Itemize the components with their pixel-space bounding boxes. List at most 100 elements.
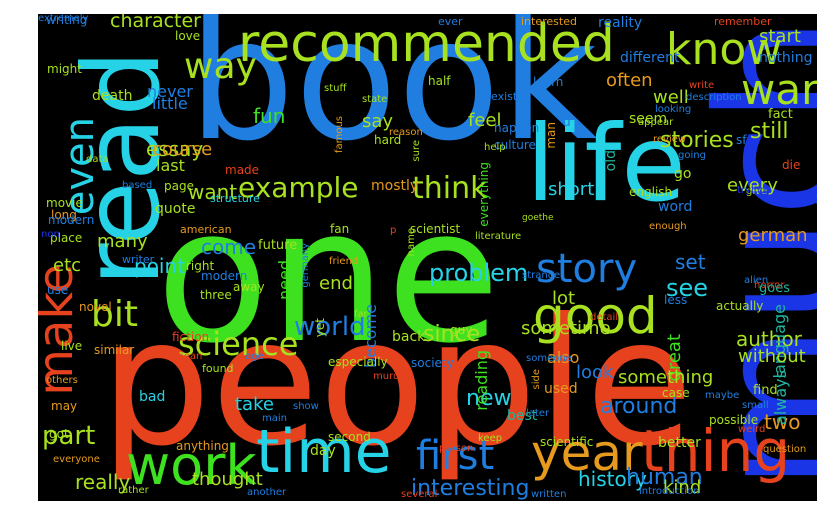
word-war: war (741, 65, 817, 114)
word-reason: reason (389, 127, 423, 138)
word-problem: problem (429, 259, 529, 287)
word-exist: exist (491, 90, 518, 103)
word-alien: alien (744, 275, 769, 286)
word-found: found (202, 362, 234, 375)
word-bit: bit (91, 294, 138, 335)
word-also: also (547, 348, 580, 367)
word-famous: famous (334, 116, 345, 154)
word-need: need (275, 260, 294, 300)
word-small: small (742, 400, 769, 411)
word-data: data (86, 154, 109, 165)
word-literature: literature (475, 231, 522, 242)
word-man: man (544, 122, 558, 149)
word-similar: similar (94, 343, 135, 357)
word-review: review (653, 134, 687, 145)
word-thing: thing (641, 417, 791, 485)
word-society: society (411, 356, 454, 370)
word-german: german (738, 225, 808, 246)
word-story: story (536, 246, 638, 292)
word-mostly: mostly (371, 178, 419, 194)
word-based: based (122, 180, 153, 191)
word-extremely: extremely (38, 14, 89, 24)
word-english: english (629, 185, 673, 199)
word-case: case (662, 386, 690, 400)
word-right: right (186, 259, 215, 273)
word-several: several (401, 489, 438, 500)
word-people: people (100, 282, 694, 485)
word-part: part (42, 421, 96, 451)
word-world: world (294, 312, 366, 342)
word-structure: structure (210, 192, 260, 205)
word-author: author (736, 327, 802, 351)
word-going: going (678, 150, 706, 161)
word-thought: thought (192, 469, 263, 490)
word-help: help (484, 142, 506, 153)
word-rather: rather (118, 485, 149, 496)
word-day: day (310, 443, 336, 459)
word-show: show (293, 401, 319, 412)
word-ever: ever (438, 15, 463, 28)
word-u: u (562, 114, 571, 130)
word-writer: writer (122, 253, 155, 266)
word-give: give (746, 186, 768, 197)
word-little: little (152, 94, 188, 113)
word-recommended: recommended (238, 14, 615, 74)
word-might: might (47, 62, 82, 76)
word-really: really (75, 470, 131, 494)
word-p: p (390, 225, 397, 236)
word-maybe: maybe (705, 390, 740, 401)
word-quote: quote (155, 201, 196, 217)
word-idea: idea (815, 179, 817, 205)
word-nothing: nothing (759, 50, 813, 66)
word-take: take (235, 394, 274, 415)
word-course: course (152, 139, 213, 160)
word-got: got (49, 427, 69, 441)
word-remember: remember (714, 15, 772, 28)
word-many: many (97, 231, 148, 252)
word-fan: fan (330, 222, 350, 236)
word-germany: germany (300, 243, 311, 288)
word-word: word (658, 199, 693, 215)
word-first: first (416, 433, 495, 479)
word-murder: murder (373, 371, 410, 382)
word-half: half (428, 74, 451, 88)
word-year: year (531, 424, 643, 482)
word-new: new (466, 386, 512, 411)
word-death: death (92, 88, 133, 104)
word-age: age (245, 351, 264, 362)
word-modern: modern (48, 213, 95, 227)
word-person: person (439, 443, 474, 454)
word-happen: happen (494, 121, 540, 135)
word-anything: anything (176, 439, 229, 453)
word-find: find (753, 383, 778, 398)
word-without: without (738, 346, 806, 367)
word-go: go (674, 166, 692, 182)
word-strange: strange (522, 270, 561, 281)
word-possible: possible (709, 413, 759, 427)
word-guy: guy (450, 323, 473, 337)
word-something: something (618, 367, 714, 388)
word-think: think (412, 171, 488, 206)
word-written: written (531, 489, 567, 500)
word-look: look (576, 362, 614, 383)
word-weird: weird (738, 424, 766, 435)
word-bad: bad (139, 389, 166, 405)
word-sometime: sometime (521, 318, 611, 339)
word-hard: hard (374, 133, 402, 147)
word-less: less (664, 293, 688, 307)
word-away: away (233, 280, 265, 294)
word-still: still (750, 119, 789, 144)
word-mean: mean (174, 351, 203, 362)
word-history: history (578, 467, 647, 491)
word-see: see (666, 274, 709, 302)
word-novel: novel (79, 300, 112, 314)
word-seem: seem (629, 111, 668, 127)
word-cloud: book one people much read life recommended time… (38, 14, 817, 501)
word-looking: looking (655, 104, 692, 115)
word-introduction: introduction (639, 486, 700, 497)
word-writing: writing (46, 14, 88, 27)
word-different: different (620, 50, 680, 66)
word-movie: movie (46, 196, 83, 210)
word-used: used (544, 381, 578, 397)
word-friend: friend (329, 256, 359, 267)
